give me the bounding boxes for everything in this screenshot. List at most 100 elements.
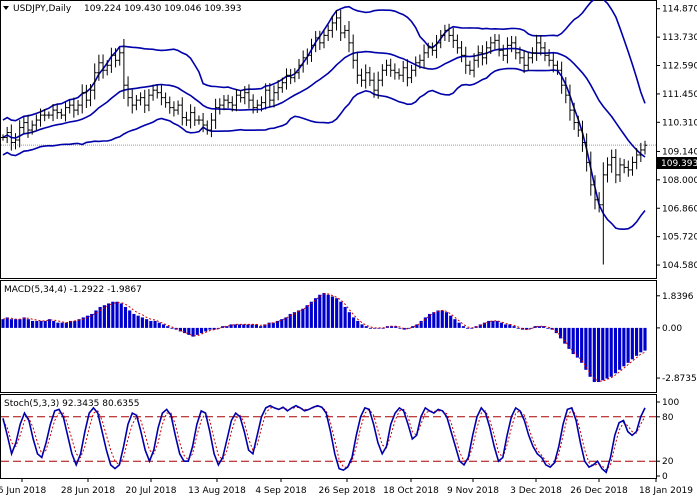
ohlc-bar [497,34,502,57]
ohlc-bar [59,108,64,119]
macd-hist-bar [123,306,128,328]
ohlc-bar [284,68,289,90]
ohlc-bar [351,34,356,69]
ohlc-bar [213,98,218,129]
ohlc-bar [267,83,272,108]
macd-hist-bar [533,326,537,328]
macd-hist-bar [605,327,609,379]
macd-hist-bar [495,320,499,328]
ohlc-bar [13,133,18,150]
macd-hist-bar [187,327,191,335]
ohlc-bar [163,92,168,108]
macd-hist-bar [537,326,541,328]
macd-hist-bar [161,324,166,328]
macd-hist-bar [90,313,94,328]
macd-hist-bar [199,327,204,334]
macd-hist-bar [343,306,347,328]
ohlc-bar [184,111,189,126]
macd-hist-bar [47,319,52,328]
macd-y-tick-label: -2.8735 [662,374,697,384]
ohlc-bar [422,44,427,69]
ohlc-bar [459,40,464,63]
macd-hist-bar [9,319,14,328]
price-layer [1,0,656,265]
macd-hist-bar [183,327,187,334]
ohlc-bar [309,38,314,62]
macd-hist-bar [52,320,56,328]
ohlc-bar [455,34,460,54]
macd-hist-bar [618,327,622,370]
ohlc-bar [76,100,81,116]
macd-hist-bar [35,320,39,328]
macd-hist-bar [584,327,588,370]
ohlc-bar [405,59,410,87]
macd-hist-bar [39,320,43,328]
price-y-tick-label: 108.000 [662,176,697,186]
ohlc-bar [601,162,606,265]
ohlc-bar [280,77,285,93]
x-tick-label: 18 Oct 2018 [383,486,439,496]
ohlc-bar [80,84,85,114]
ohlc-bar [180,97,185,126]
price-ohlc: 109.224 109.430 109.046 109.393 [84,4,241,14]
macd-hist-bar [178,327,182,332]
ohlc-bar [330,15,335,38]
stoch-layer [1,404,656,474]
ohlc-bar [171,101,176,117]
ohlc-bar [238,90,243,103]
macd-hist-bar [136,315,140,328]
macd-hist-bar [360,324,364,328]
ohlc-bar [555,60,560,75]
ohlc-bar [96,54,101,81]
price-y-tick-label: 104.580 [662,261,697,271]
ohlc-bar [376,71,381,99]
macd-hist-bar [580,327,584,363]
ohlc-bar [513,36,518,60]
macd-hist-bar [491,320,495,328]
ohlc-bar [51,104,56,122]
price-y-tick-label: 111.450 [662,90,697,100]
stoch-k-line [2,404,646,474]
ohlc-bar [434,35,439,59]
price-title: USDJPY,Daily [13,4,72,14]
ohlc-bar [467,60,472,75]
ohlc-bar [643,140,647,155]
ohlc-bar [30,120,35,135]
ohlc-bar [71,97,76,118]
ohlc-bar [288,68,293,85]
macd-hist-bar [630,327,634,360]
ohlc-bar [622,159,627,174]
ohlc-bar [221,95,226,111]
macd-hist-bar [457,322,461,328]
ohlc-bar [34,114,39,131]
macd-hist-bar [26,319,30,328]
ohlc-bar [251,94,256,114]
macd-hist-bar [305,305,309,328]
macd-signal-line [2,293,646,382]
macd-hist-bar [69,320,73,328]
bollinger-lower-line [2,67,646,231]
ohlc-bar [584,133,589,172]
macd-hist-bar [225,326,229,328]
macd-hist-bar [73,320,77,328]
macd-hist-bar [284,317,288,328]
ohlc-bar [126,76,131,107]
price-y-tick-label: 113.730 [662,33,697,43]
ohlc-bar [547,49,552,67]
ohlc-bar [242,86,247,105]
x-tick-label: 9 Nov 2018 [447,486,499,496]
ohlc-bar [613,149,618,184]
ohlc-bar [155,84,160,99]
ohlc-bar [292,68,297,83]
ohlc-bar [417,54,422,69]
price-y-tick-label: 110.310 [662,118,697,128]
macd-hist-bar [250,324,254,328]
last-price-marker: 109.393 [657,157,697,169]
ohlc-bar [397,68,402,80]
ohlc-bar [63,101,68,122]
ohlc-bar [522,49,527,74]
macd-hist-bar [402,327,406,330]
ohlc-bar [559,61,564,94]
macd-hist-bar [297,310,301,328]
macd-hist-bar [271,322,275,328]
